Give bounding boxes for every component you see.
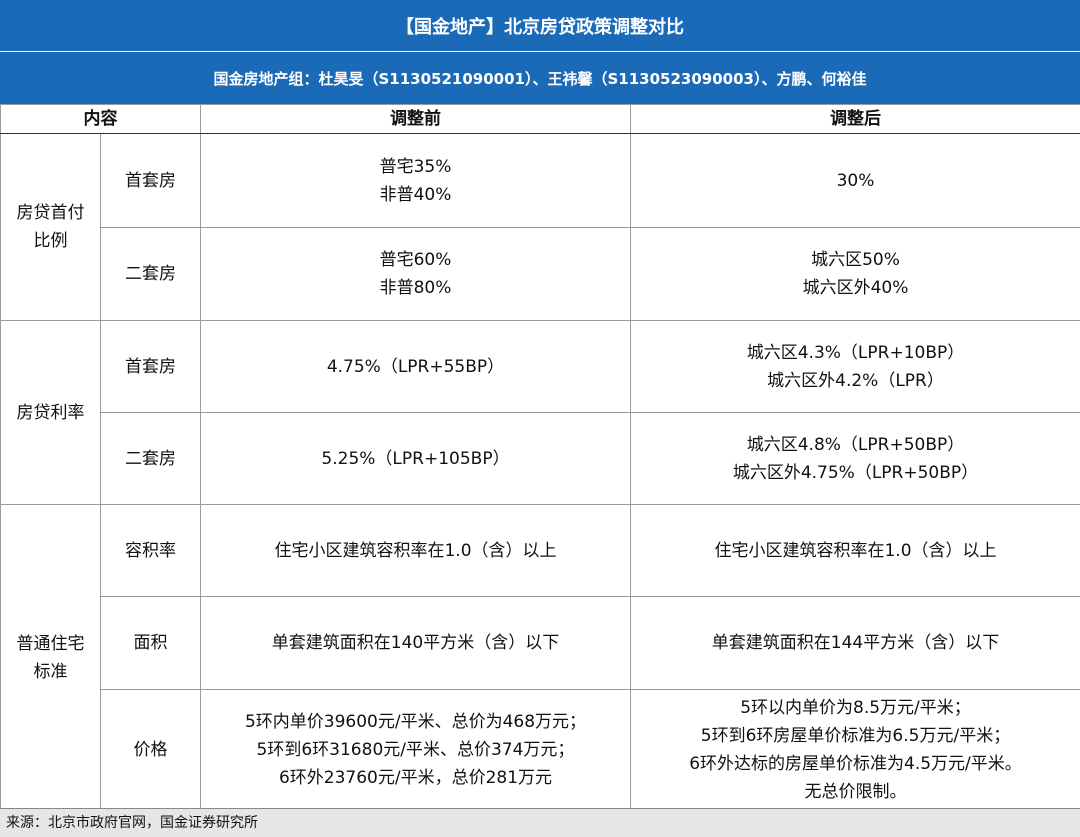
item-cell: 价格 bbox=[100, 689, 201, 811]
column-header: 调整前 bbox=[200, 104, 631, 134]
table-row: 面积 单套建筑面积在140平方米（含）以下 单套建筑面积在144平方米（含）以下 bbox=[1, 596, 1080, 690]
column-header: 调整后 bbox=[630, 104, 1080, 134]
after-cell: 住宅小区建筑容积率在1.0（含）以上 bbox=[630, 504, 1080, 597]
before-cell: 5环内单价39600元/平米、总价为468万元； 5环到6环31680元/平米、总… bbox=[200, 689, 631, 811]
cell-line: 4.75%（LPR+55BP） bbox=[326, 356, 505, 377]
table-row: 二套房 普宅60% 非普80% 城六区50% 城六区外40% bbox=[1, 227, 1080, 321]
cell-line: 单套建筑面积在144平方米（含）以下 bbox=[711, 633, 1000, 653]
table-row: 价格 5环内单价39600元/平米、总价为468万元； 5环到6环31680元/平米… bbox=[1, 689, 1080, 811]
before-cell: 5.25%（LPR+105BP） bbox=[200, 412, 631, 505]
cell-line: 5环到6环房屋单价标准为6.5万元/平米； bbox=[700, 726, 1011, 746]
before-cell: 普宅35% 非普40% bbox=[200, 133, 631, 228]
cell-line: 6环外23760元/平米，总价281万元 bbox=[278, 768, 553, 788]
cell-line: 普通住宅 bbox=[16, 633, 85, 654]
source-note: 来源：北京市政府官网，国金证券研究所 bbox=[0, 808, 1080, 837]
before-cell: 住宅小区建筑容积率在1.0（含）以上 bbox=[200, 504, 631, 597]
cell-line: 6环外达标的房屋单价标准为4.5万元/平米。 bbox=[689, 754, 1022, 774]
cell-line: 比例 bbox=[33, 231, 68, 251]
cell-line: 城六区4.3%（LPR+10BP） bbox=[746, 342, 965, 363]
cell-line: 住宅小区建筑容积率在1.0（含）以上 bbox=[714, 540, 997, 561]
item-cell: 面积 bbox=[100, 596, 201, 690]
table-row: 二套房 5.25%（LPR+105BP） 城六区4.8%（LPR+50BP） 城六区外… bbox=[1, 412, 1080, 505]
cell-line: 城六区4.8%（LPR+50BP） bbox=[746, 434, 965, 455]
item-cell: 二套房 bbox=[100, 412, 201, 505]
group-label: 房贷利率 bbox=[0, 320, 101, 505]
column-header: 内容 bbox=[0, 104, 201, 134]
after-cell: 单套建筑面积在144平方米（含）以下 bbox=[630, 596, 1080, 690]
table-row: 房贷利率 首套房 4.75%（LPR+55BP） 城六区4.3%（LPR+10BP）城… bbox=[0, 320, 1080, 505]
group-label: 普通住宅 标准 bbox=[0, 504, 101, 811]
before-cell: 4.75%（LPR+55BP） bbox=[200, 320, 631, 413]
cell-line: 住宅小区建筑容积率在1.0（含）以上 bbox=[274, 540, 557, 561]
cell-line: 5.25%（LPR+105BP） bbox=[321, 448, 510, 469]
group-label: 房贷首付 比例 bbox=[0, 133, 101, 321]
cell-line: 非普80% bbox=[379, 278, 452, 298]
cell-line: 非普40% bbox=[379, 184, 452, 205]
cell-line: 5环内单价39600元/平米、总价为468万元； bbox=[244, 712, 587, 732]
cell-line: 标准 bbox=[33, 661, 68, 682]
after-cell: 5环以内单价为8.5万元/平米； 5环到6环房屋单价标准为6.5万元/平米； 6环外… bbox=[630, 689, 1080, 811]
cell-line: 普宅35% bbox=[379, 156, 452, 177]
cell-line: 单套建筑面积在140平方米（含）以下 bbox=[271, 633, 560, 653]
cell-line: 城六区外40% bbox=[802, 278, 909, 298]
title: 【国金地产】北京房贷政策调整对比 bbox=[0, 0, 1080, 52]
authors: 国金房地产组：杜昊旻（S1130521090001）、王祎馨（S11305230… bbox=[0, 52, 1080, 104]
item-cell: 容积率 bbox=[100, 504, 201, 597]
after-cell: 城六区4.3%（LPR+10BP） 城六区外4.2%（LPR） bbox=[630, 320, 1080, 413]
cell-line: 30% bbox=[836, 170, 875, 191]
after-cell: 30% bbox=[630, 133, 1080, 228]
cell-line: 5环以内单价为8.5万元/平米； bbox=[740, 698, 971, 718]
header-row: 内容 调整前 调整后 bbox=[0, 104, 1080, 134]
cell-line: 城六区外4.2%（LPR） bbox=[767, 370, 944, 391]
item-cell: 首套房 bbox=[100, 320, 201, 413]
cell-line: 普宅60% bbox=[379, 250, 452, 270]
table: 内容 调整前 调整后 房贷首付 比例 首套房 普宅35% 非普40% 30% 二套房 普宅60… bbox=[0, 104, 1080, 811]
table-row: 普通住宅 标准 容积率 住宅小区建筑容积率在1.0（含）以上 住宅小区建筑容积率在1.0… bbox=[0, 504, 1080, 811]
item-cell: 二套房 bbox=[100, 227, 201, 321]
cell-line: 无总价限制。 bbox=[804, 782, 907, 802]
before-cell: 单套建筑面积在140平方米（含）以下 bbox=[200, 596, 631, 690]
cell-line: 房贷首付 bbox=[16, 203, 85, 223]
before-cell: 普宅60% 非普80% bbox=[200, 227, 631, 321]
cell-line: 房贷利率 bbox=[16, 402, 85, 423]
item-cell: 首套房 bbox=[100, 133, 201, 228]
table-row: 房贷首付 比例 首套房 普宅35% 非普40% 30% bbox=[0, 133, 1080, 321]
cell-line: 5环到6环31680元/平米、总价374万元； bbox=[256, 740, 575, 760]
cell-line: 城六区50% bbox=[811, 250, 900, 270]
cell-line: 城六区外4.75%（LPR+50BP） bbox=[732, 462, 979, 483]
after-cell: 城六区50% 城六区外40% bbox=[630, 227, 1080, 321]
after-cell: 城六区4.8%（LPR+50BP） 城六区外4.75%（LPR+50BP） bbox=[630, 412, 1080, 505]
